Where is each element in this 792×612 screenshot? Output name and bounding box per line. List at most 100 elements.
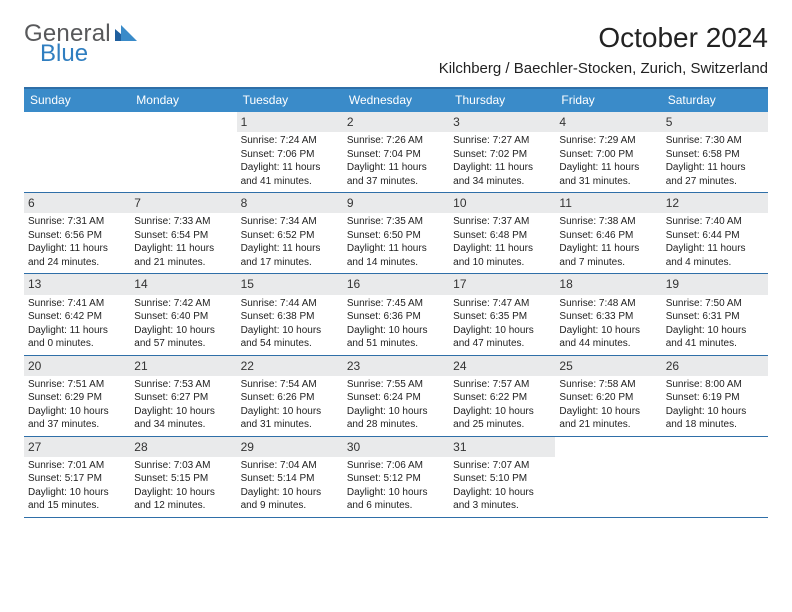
day-sunset: Sunset: 6:48 PM	[453, 229, 551, 243]
day-number: 17	[449, 274, 555, 294]
day-cell: 5Sunrise: 7:30 AMSunset: 6:58 PMDaylight…	[662, 112, 768, 192]
weeks-container: 1Sunrise: 7:24 AMSunset: 7:06 PMDaylight…	[24, 112, 768, 518]
day-sunrise: Sunrise: 7:48 AM	[559, 297, 657, 311]
day-number: 26	[662, 356, 768, 376]
day-number: 27	[24, 437, 130, 457]
day-sunrise: Sunrise: 7:40 AM	[666, 215, 764, 229]
day-sunset: Sunset: 6:27 PM	[134, 391, 232, 405]
day-sunset: Sunset: 6:36 PM	[347, 310, 445, 324]
day-day2: and 28 minutes.	[347, 418, 445, 432]
day-sunrise: Sunrise: 7:01 AM	[28, 459, 126, 473]
day-sunrise: Sunrise: 7:07 AM	[453, 459, 551, 473]
day-number: 22	[237, 356, 343, 376]
day-day2: and 25 minutes.	[453, 418, 551, 432]
day-sunset: Sunset: 6:56 PM	[28, 229, 126, 243]
day-day1: Daylight: 10 hours	[134, 324, 232, 338]
day-sunrise: Sunrise: 7:50 AM	[666, 297, 764, 311]
day-sunset: Sunset: 6:44 PM	[666, 229, 764, 243]
day-sunrise: Sunrise: 7:45 AM	[347, 297, 445, 311]
day-sunrise: Sunrise: 8:00 AM	[666, 378, 764, 392]
day-sunrise: Sunrise: 7:35 AM	[347, 215, 445, 229]
day-number: 11	[555, 193, 661, 213]
day-sunset: Sunset: 6:24 PM	[347, 391, 445, 405]
month-title: October 2024	[439, 22, 768, 54]
day-cell: 6Sunrise: 7:31 AMSunset: 6:56 PMDaylight…	[24, 193, 130, 273]
day-cell: 8Sunrise: 7:34 AMSunset: 6:52 PMDaylight…	[237, 193, 343, 273]
weekday-header: Wednesday	[343, 89, 449, 112]
day-cell: 18Sunrise: 7:48 AMSunset: 6:33 PMDayligh…	[555, 274, 661, 354]
day-sunset: Sunset: 5:14 PM	[241, 472, 339, 486]
day-day2: and 41 minutes.	[666, 337, 764, 351]
day-sunset: Sunset: 7:06 PM	[241, 148, 339, 162]
day-day1: Daylight: 10 hours	[241, 405, 339, 419]
day-day2: and 12 minutes.	[134, 499, 232, 513]
day-sunset: Sunset: 7:04 PM	[347, 148, 445, 162]
day-sunrise: Sunrise: 7:42 AM	[134, 297, 232, 311]
day-cell: 9Sunrise: 7:35 AMSunset: 6:50 PMDaylight…	[343, 193, 449, 273]
day-day1: Daylight: 11 hours	[666, 242, 764, 256]
day-sunrise: Sunrise: 7:58 AM	[559, 378, 657, 392]
day-cell: 25Sunrise: 7:58 AMSunset: 6:20 PMDayligh…	[555, 356, 661, 436]
location: Kilchberg / Baechler-Stocken, Zurich, Sw…	[439, 60, 768, 77]
day-number: 16	[343, 274, 449, 294]
day-day2: and 0 minutes.	[28, 337, 126, 351]
day-day2: and 31 minutes.	[559, 175, 657, 189]
day-number: 12	[662, 193, 768, 213]
day-sunrise: Sunrise: 7:53 AM	[134, 378, 232, 392]
day-sunset: Sunset: 6:52 PM	[241, 229, 339, 243]
day-day2: and 7 minutes.	[559, 256, 657, 270]
day-number: 20	[24, 356, 130, 376]
day-number: 7	[130, 193, 236, 213]
day-sunrise: Sunrise: 7:31 AM	[28, 215, 126, 229]
day-cell: 1Sunrise: 7:24 AMSunset: 7:06 PMDaylight…	[237, 112, 343, 192]
day-number: 15	[237, 274, 343, 294]
day-day1: Daylight: 11 hours	[453, 161, 551, 175]
day-number: 31	[449, 437, 555, 457]
day-day1: Daylight: 10 hours	[453, 405, 551, 419]
day-sunrise: Sunrise: 7:37 AM	[453, 215, 551, 229]
day-cell: 22 Sunrise: 7:54 AMSunset: 6:26 PMDayligh…	[237, 356, 343, 436]
day-sunrise: Sunrise: 7:41 AM	[28, 297, 126, 311]
day-day2: and 21 minutes.	[134, 256, 232, 270]
day-day1: Daylight: 10 hours	[347, 486, 445, 500]
header: General Blue October 2024 Kilchberg / Ba…	[24, 22, 768, 77]
day-cell	[555, 437, 661, 517]
day-sunset: Sunset: 6:33 PM	[559, 310, 657, 324]
day-day1: Daylight: 11 hours	[347, 161, 445, 175]
day-sunset: Sunset: 6:19 PM	[666, 391, 764, 405]
day-cell: 26Sunrise: 8:00 AMSunset: 6:19 PMDayligh…	[662, 356, 768, 436]
day-sunset: Sunset: 6:54 PM	[134, 229, 232, 243]
day-day1: Daylight: 10 hours	[134, 486, 232, 500]
day-cell: 20Sunrise: 7:51 AMSunset: 6:29 PMDayligh…	[24, 356, 130, 436]
day-number: 2	[343, 112, 449, 132]
day-sunset: Sunset: 6:58 PM	[666, 148, 764, 162]
weekday-header: Monday	[130, 89, 236, 112]
day-number: 4	[555, 112, 661, 132]
day-sunrise: Sunrise: 7:57 AM	[453, 378, 551, 392]
day-sunrise: Sunrise: 7:04 AM	[241, 459, 339, 473]
day-cell: 10Sunrise: 7:37 AMSunset: 6:48 PMDayligh…	[449, 193, 555, 273]
day-sunrise: Sunrise: 7:24 AM	[241, 134, 339, 148]
day-day2: and 31 minutes.	[241, 418, 339, 432]
day-sunset: Sunset: 6:26 PM	[241, 391, 339, 405]
week-row: 13Sunrise: 7:41 AMSunset: 6:42 PMDayligh…	[24, 274, 768, 355]
day-day2: and 37 minutes.	[347, 175, 445, 189]
day-sunset: Sunset: 6:22 PM	[453, 391, 551, 405]
day-day2: and 21 minutes.	[559, 418, 657, 432]
day-sunset: Sunset: 6:38 PM	[241, 310, 339, 324]
day-sunset: Sunset: 6:31 PM	[666, 310, 764, 324]
day-cell	[24, 112, 130, 192]
day-day1: Daylight: 10 hours	[134, 405, 232, 419]
day-sunset: Sunset: 6:46 PM	[559, 229, 657, 243]
day-sunrise: Sunrise: 7:54 AM	[241, 378, 339, 392]
day-sunset: Sunset: 6:50 PM	[347, 229, 445, 243]
day-number: 29	[237, 437, 343, 457]
week-row: 1Sunrise: 7:24 AMSunset: 7:06 PMDaylight…	[24, 112, 768, 193]
day-cell: 30Sunrise: 7:06 AMSunset: 5:12 PMDayligh…	[343, 437, 449, 517]
day-day1: Daylight: 10 hours	[453, 324, 551, 338]
weekday-header: Thursday	[449, 89, 555, 112]
day-day2: and 44 minutes.	[559, 337, 657, 351]
day-sunset: Sunset: 6:42 PM	[28, 310, 126, 324]
day-day2: and 4 minutes.	[666, 256, 764, 270]
day-day1: Daylight: 10 hours	[28, 405, 126, 419]
